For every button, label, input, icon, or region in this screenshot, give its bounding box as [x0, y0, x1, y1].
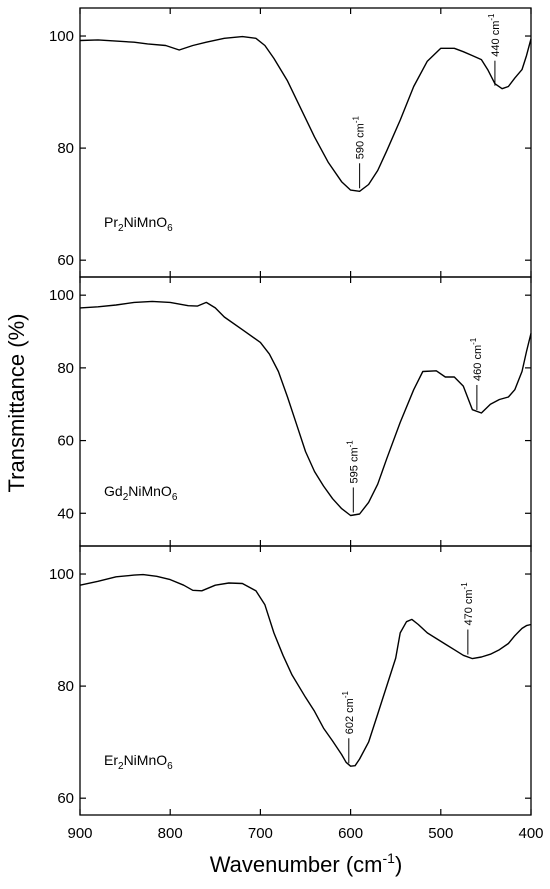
sample-label-subscript: 6: [167, 223, 173, 234]
y-tick-label: 100: [49, 28, 74, 45]
peak-label-superscript: -1: [487, 13, 496, 21]
peak-label-superscript: -1: [345, 440, 354, 448]
peak-label-superscript: -1: [341, 691, 350, 699]
y-tick-label: 40: [57, 505, 74, 522]
sample-label-subscript: 2: [123, 492, 129, 503]
spectrum-line: [79, 300, 532, 517]
sample-label-element: Er: [104, 752, 118, 768]
y-tick-label: 60: [57, 252, 74, 269]
y-tick-label: 60: [57, 433, 74, 450]
panel-frame: [79, 545, 532, 816]
x-tick-label: 500: [428, 825, 453, 842]
x-tick-label: 700: [248, 825, 273, 842]
sample-label-element: NiMnO: [124, 214, 168, 230]
peak-label-text: 470 cm: [463, 589, 475, 625]
peak-label: 460 cm-1: [469, 337, 484, 381]
sample-label: Er2NiMnO6: [104, 752, 173, 772]
sample-label: Gd2NiMnO6: [104, 483, 178, 503]
peak-label: 590 cm-1: [352, 116, 367, 160]
peak-label-text: 590 cm: [355, 123, 367, 159]
peak-label: 595 cm-1: [345, 440, 360, 484]
peak-label-text: 595 cm: [348, 447, 360, 483]
sample-label-subscript: 6: [172, 492, 178, 503]
y-tick-label: 100: [49, 287, 74, 304]
peak-label: 470 cm-1: [460, 582, 475, 626]
y-tick-label: 80: [57, 140, 74, 157]
x-tick-label: 800: [158, 825, 183, 842]
peak-label-superscript: -1: [460, 582, 469, 590]
y-tick-label: 60: [57, 790, 74, 807]
peak-label-superscript: -1: [352, 116, 361, 124]
sample-label-subscript: 6: [167, 761, 173, 772]
sample-label: Pr2NiMnO6: [104, 214, 173, 234]
x-axis-title-text: Wavenumber (cm: [210, 852, 383, 877]
peak-label-text: 602 cm: [344, 698, 356, 734]
y-tick-label: 80: [57, 678, 74, 695]
x-axis-title-superscript: -1: [383, 850, 396, 866]
peak-label-text: 460 cm: [472, 345, 484, 381]
sample-label-element: Gd: [104, 483, 123, 499]
panel-frame: [79, 7, 532, 278]
y-axis-title: Transmittance (%): [4, 314, 29, 493]
x-axis-title: Wavenumber (cm-1): [210, 850, 403, 877]
peak-label: 440 cm-1: [487, 13, 502, 57]
panel-frame: [79, 276, 532, 547]
spectrum-line: [79, 35, 532, 192]
peak-label-superscript: -1: [469, 337, 478, 345]
x-tick-label: 400: [518, 825, 543, 842]
y-tick-label: 80: [57, 360, 74, 377]
x-tick-label: 900: [67, 825, 92, 842]
y-tick-label: 100: [49, 566, 74, 583]
sample-label-subscript: 2: [118, 223, 124, 234]
sample-label-element: Pr: [104, 214, 118, 230]
sample-label-element: NiMnO: [128, 483, 172, 499]
peak-label: 602 cm-1: [341, 691, 356, 735]
spectrum-line: [79, 573, 532, 767]
sample-label-subscript: 2: [118, 761, 124, 772]
x-axis-title-suffix: ): [395, 852, 402, 877]
sample-label-element: NiMnO: [124, 752, 168, 768]
x-tick-label: 600: [338, 825, 363, 842]
peak-label-text: 440 cm: [490, 21, 502, 57]
